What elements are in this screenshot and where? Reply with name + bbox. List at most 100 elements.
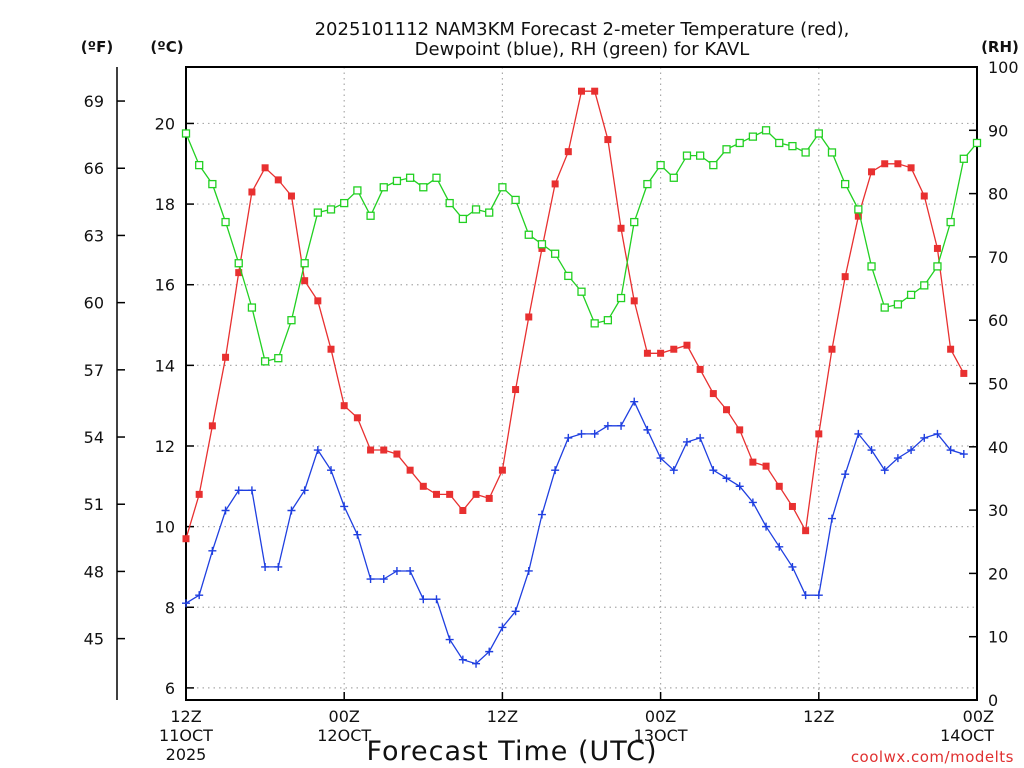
data-point (485, 208, 494, 217)
data-point (247, 486, 256, 495)
data-point (907, 164, 915, 172)
fahrenheit-axis: 45 48 51 54 57 60 63 66 69 (84, 92, 125, 649)
data-point (300, 486, 309, 495)
data-point (657, 349, 665, 357)
time-tick-label: 13OCT (634, 726, 688, 745)
data-point (669, 466, 678, 475)
data-point (682, 151, 692, 160)
data-point (762, 462, 770, 470)
data-point (748, 498, 757, 507)
data-point (880, 466, 889, 475)
data-point (432, 173, 441, 182)
data-point (682, 437, 691, 446)
data-point (367, 446, 375, 454)
data-point (643, 349, 651, 357)
data-point (749, 458, 757, 466)
data-point (709, 160, 718, 170)
data-point (841, 273, 849, 281)
data-point (393, 450, 401, 458)
rh-tick-label: 0 (988, 691, 998, 710)
data-point (735, 482, 744, 491)
data-point (801, 591, 810, 600)
data-point (458, 214, 468, 224)
data-point (182, 599, 190, 608)
data-point (577, 429, 586, 438)
data-point (814, 129, 823, 138)
data-point (696, 365, 704, 373)
data-point (802, 527, 810, 535)
data-point (656, 160, 665, 170)
fahrenheit-unit-label: (ºF) (81, 38, 113, 56)
data-point (564, 271, 573, 281)
data-point (643, 425, 652, 434)
fahrenheit-tick-label: 69 (84, 92, 104, 111)
data-point (458, 655, 467, 664)
time-tick-label: 2025 (166, 745, 207, 764)
time-tick-label: 00Z (963, 707, 994, 726)
data-point (537, 510, 546, 519)
data-point (947, 345, 955, 353)
data-point (722, 474, 731, 483)
data-point (471, 205, 481, 214)
data-point (670, 345, 678, 353)
data-point (591, 87, 599, 95)
data-point (828, 345, 836, 353)
data-point (933, 262, 942, 271)
data-point (590, 319, 599, 328)
rh-tick-label: 30 (988, 501, 1008, 520)
data-point (788, 562, 797, 571)
series-layer (181, 87, 982, 668)
data-point (775, 482, 783, 490)
rh-tick-label: 60 (988, 311, 1008, 330)
data-point (366, 211, 375, 220)
data-point (827, 148, 837, 157)
data-point (590, 429, 599, 438)
data-point (538, 244, 546, 252)
data-point (314, 297, 322, 305)
data-point (392, 176, 402, 186)
fahrenheit-tick-label: 66 (84, 159, 104, 178)
time-tick-label: 12Z (487, 707, 518, 726)
data-point (195, 591, 204, 600)
series-line (185, 129, 978, 363)
celsius-tick-label: 12 (155, 437, 175, 456)
data-point (524, 230, 533, 239)
plot-frame (185, 66, 978, 701)
data-point (867, 446, 876, 455)
data-point (380, 446, 388, 454)
chart-title-line-1: 2025101112 NAM3KM Forecast 2-meter Tempe… (315, 19, 850, 40)
data-point (247, 303, 257, 312)
data-point (736, 426, 744, 434)
data-point (868, 168, 876, 176)
fahrenheit-tick-label: 45 (84, 630, 104, 649)
data-point (643, 179, 652, 189)
data-point (946, 217, 955, 227)
celsius-tick-label: 8 (165, 598, 175, 617)
data-point (814, 591, 823, 600)
data-point (485, 494, 493, 502)
data-point (564, 148, 572, 156)
data-point (208, 179, 217, 189)
rh-tick-label: 80 (988, 185, 1008, 204)
data-point (379, 183, 388, 192)
rh-tick-label: 40 (988, 438, 1008, 457)
time-tick-label: 12Z (803, 707, 834, 726)
data-point (893, 454, 902, 463)
data-point (696, 433, 705, 442)
data-point (564, 433, 573, 442)
data-point (616, 293, 626, 303)
data-point (827, 514, 836, 523)
fahrenheit-tick-label: 51 (84, 495, 104, 514)
data-point (208, 546, 217, 555)
data-point (537, 240, 547, 249)
data-point (603, 421, 612, 430)
fahrenheit-tick-label: 48 (84, 562, 104, 581)
celsius-tick-label: 16 (155, 276, 175, 295)
data-point (235, 269, 243, 277)
data-point (577, 287, 586, 296)
rh-tick-label: 70 (988, 248, 1008, 267)
data-point (854, 212, 862, 220)
data-point (512, 386, 520, 394)
